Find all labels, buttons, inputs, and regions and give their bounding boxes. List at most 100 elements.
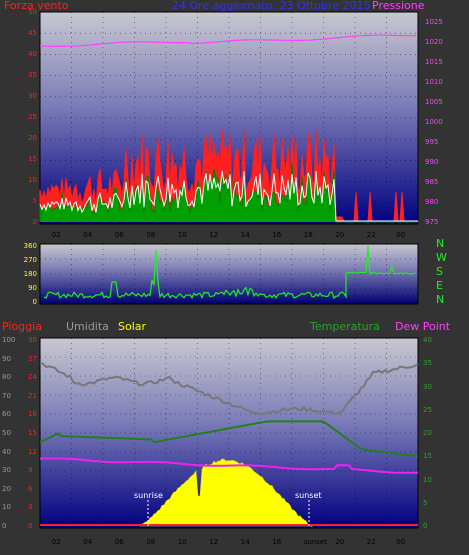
compass-letter: W [436, 251, 447, 264]
axis-tick-label: 980 [425, 198, 439, 206]
axis-tick-label: 50 [2, 429, 11, 437]
temperature-label: Temperatura [310, 320, 380, 333]
wind-average-series [39, 162, 418, 223]
axis-tick-label: 18 [28, 410, 37, 419]
time-tick-label: sunset [303, 538, 327, 546]
time-tick-label: 02 [51, 231, 61, 239]
compass-letter: N [436, 293, 445, 306]
time-tick-label: 00 [396, 538, 406, 546]
axis-tick-label: 80 [2, 373, 11, 382]
rain-label: Pioggia [2, 320, 42, 333]
axis-tick-label: 1005 [425, 98, 443, 106]
time-tick-label: 06 [114, 538, 124, 546]
wind-direction-series [43, 245, 417, 300]
axis-tick-label: 10 [28, 176, 37, 184]
axis-tick-label: 1015 [425, 58, 443, 66]
compass-letter: S [436, 265, 443, 278]
humidity-series [39, 362, 419, 415]
axis-tick-label: 70 [2, 391, 11, 400]
time-tick-label: 12 [209, 538, 219, 546]
time-tick-label: 04 [83, 231, 93, 239]
axis-tick-label: 27 [28, 354, 37, 363]
axis-tick-label: 21 [28, 391, 37, 400]
axis-tick-label: 90 [2, 354, 11, 363]
axis-tick-label: 9 [28, 466, 33, 475]
axis-tick-label: 24 [28, 373, 37, 382]
axis-tick-label: 12 [28, 447, 37, 456]
axis-tick-label: 990 [425, 158, 439, 166]
axis-tick-label: 60 [2, 410, 11, 419]
axis-tick-label: 1000 [425, 118, 443, 126]
axis-tick-label: 40 [28, 50, 37, 58]
time-tick-label: 08 [146, 231, 156, 239]
axis-tick-label: 1025 [425, 18, 443, 26]
time-tick-label: 04 [83, 538, 93, 546]
time-tick-label: 20 [335, 538, 345, 546]
axis-tick-label: 995 [425, 138, 439, 146]
axis-tick-label: 25 [28, 113, 37, 121]
axis-tick-label: 0 [28, 522, 33, 530]
axis-tick-label: 30 [28, 92, 37, 100]
axis-tick-label: 100 [2, 336, 16, 344]
time-tick-label: 10 [177, 538, 187, 546]
axis-tick-label: 5 [423, 498, 428, 507]
time-tick-label: 16 [272, 231, 282, 239]
dewpoint-series [39, 457, 419, 474]
compass-letter: E [436, 279, 443, 292]
time-tick-label: 22 [366, 231, 376, 239]
axis-tick-label: 3 [28, 503, 33, 512]
wind-gust-line [39, 170, 418, 222]
axis-tick-label: 0 [423, 522, 428, 530]
axis-tick-label: 0 [32, 218, 37, 226]
time-tick-label: 08 [146, 538, 156, 546]
time-tick-label: 02 [51, 538, 61, 546]
axis-tick-label: 30 [423, 382, 432, 391]
axis-tick-label: 10 [2, 503, 11, 512]
axis-tick-label: 35 [28, 71, 37, 79]
time-tick-label: 22 [366, 538, 376, 546]
time-tick-label: 10 [177, 231, 187, 239]
pressure-title: Pressione [372, 0, 425, 12]
axis-tick-label: 20 [28, 134, 37, 142]
time-tick-label: 16 [272, 538, 282, 546]
dewpoint-label: Dew Point [395, 320, 451, 333]
axis-tick-label: 20 [2, 484, 11, 493]
axis-tick-label: 15 [28, 429, 37, 437]
axis-tick-label: 0 [32, 298, 37, 306]
axis-tick-label: 20 [423, 429, 432, 437]
solar-label: Solar [118, 320, 147, 333]
compass-letter: N [436, 237, 445, 250]
time-tick-label: 18 [303, 231, 313, 239]
time-tick-label: 06 [114, 231, 124, 239]
axis-tick-label: 10 [423, 475, 432, 484]
axis-tick-label: 15 [28, 155, 37, 163]
sunrise-label: sunrise [134, 491, 163, 500]
axis-tick-label: 40 [2, 447, 11, 456]
chart-update-title: 24 Ore aggiornato: 23 Ottobre 2015 [172, 0, 371, 12]
axis-tick-label: 6 [28, 484, 33, 493]
axis-tick-label: 985 [425, 178, 439, 186]
axis-tick-label: 25 [423, 405, 432, 414]
axis-tick-label: 360 [23, 242, 37, 250]
axis-tick-label: 975 [425, 218, 439, 226]
time-tick-label: 20 [335, 231, 345, 239]
time-tick-label: 12 [209, 231, 219, 239]
time-tick-label: 00 [396, 231, 406, 239]
axis-tick-label: 50 [28, 8, 37, 16]
temperature-series [39, 420, 419, 458]
axis-tick-label: 35 [423, 359, 432, 368]
axis-tick-label: 30 [28, 336, 37, 344]
axis-tick-label: 0 [2, 522, 7, 530]
axis-tick-label: 45 [28, 29, 37, 37]
time-tick-label: 14 [240, 538, 250, 546]
humidity-label: Umidita [66, 320, 109, 333]
axis-tick-label: 180 [23, 270, 37, 278]
axis-tick-label: 30 [2, 466, 11, 475]
axis-tick-label: 15 [423, 452, 432, 461]
time-tick-label: 14 [240, 231, 250, 239]
axis-tick-label: 40 [423, 336, 432, 344]
axis-tick-label: 5 [32, 197, 37, 205]
wind-title: Forza vento [4, 0, 69, 12]
axis-tick-label: 1010 [425, 78, 443, 86]
